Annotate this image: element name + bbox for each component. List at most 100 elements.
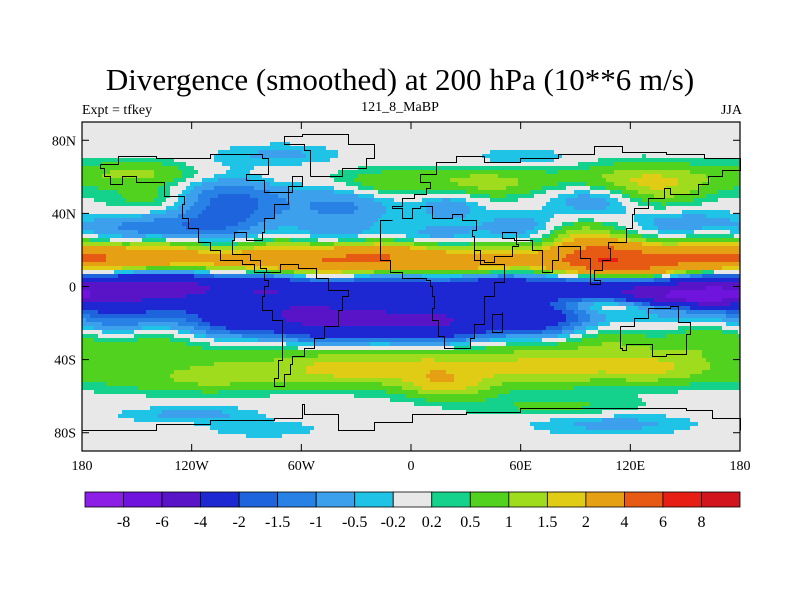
field-cell-511 — [146, 134, 151, 139]
field-cell-287 — [570, 126, 575, 131]
field-cell-309 — [658, 126, 663, 131]
field-cell-1401 — [406, 154, 411, 159]
field-cell-3541 — [386, 206, 391, 211]
field-cell-4874 — [438, 238, 443, 243]
field-cell-612 — [550, 134, 555, 139]
field-cell-3114 — [658, 194, 663, 199]
field-cell-563 — [354, 134, 359, 139]
field-cell-4020 — [322, 218, 327, 223]
field-cell-4858 — [374, 238, 379, 243]
field-cell-1385 — [342, 154, 347, 159]
field-cell-1309 — [698, 150, 703, 155]
field-cell-1195 — [242, 150, 247, 155]
field-cell-1092 — [490, 146, 495, 151]
field-cell-4700 — [402, 234, 407, 239]
field-cell-4220 — [462, 222, 467, 227]
field-cell-3024 — [298, 194, 303, 199]
field-cell-795 — [622, 138, 627, 143]
field-cell-3659 — [198, 210, 203, 215]
field-cell-4272 — [670, 222, 675, 227]
field-cell-2296 — [686, 174, 691, 179]
field-cell-1354 — [218, 154, 223, 159]
field-cell-1587 — [490, 158, 495, 163]
field-cell-965 — [642, 142, 647, 147]
field-cell-3760 — [602, 210, 607, 215]
field-cell-3904 — [518, 214, 523, 219]
field-cell-4351 — [326, 226, 331, 231]
field-cell-4361 — [366, 226, 371, 231]
field-cell-4264 — [638, 222, 643, 227]
field-cell-13 — [134, 122, 139, 127]
field-cell-2663 — [174, 186, 179, 191]
field-cell-2743 — [494, 186, 499, 191]
field-cell-861 — [226, 142, 231, 147]
field-cell-4527 — [370, 230, 375, 235]
field-cell-2444 — [618, 178, 623, 183]
field-cell-3286 — [686, 198, 691, 203]
field-cell-4526 — [366, 230, 371, 235]
field-cell-2561 — [426, 182, 431, 187]
field-cell-2213 — [354, 174, 359, 179]
field-cell-4013 — [294, 218, 299, 223]
field-cell-4448 — [714, 226, 719, 231]
field-cell-1156 — [86, 150, 91, 155]
field-cell-2497 — [170, 182, 175, 187]
field-cell-1488 — [94, 158, 99, 163]
field-cell-177 — [130, 126, 135, 131]
field-cell-2818 — [134, 190, 139, 195]
field-cell-774 — [538, 138, 543, 143]
field-cell-671 — [126, 138, 131, 143]
field-cell-4161 — [226, 222, 231, 227]
field-cell-1487 — [90, 158, 95, 163]
field-cell-3205 — [362, 198, 367, 203]
field-cell-4661 — [246, 234, 251, 239]
field-cell-4900 — [542, 238, 547, 243]
field-cell-485 — [702, 130, 707, 135]
field-cell-4269 — [658, 222, 663, 227]
field-cell-4192 — [350, 222, 355, 227]
field-cell-4418 — [594, 226, 599, 231]
field-cell-2405 — [462, 178, 467, 183]
field-cell-716 — [306, 138, 311, 143]
field-cell-1231 — [386, 150, 391, 155]
field-cell-518 — [174, 134, 179, 139]
field-cell-2827 — [170, 190, 175, 195]
field-cell-2496 — [166, 182, 171, 187]
field-cell-3153 — [154, 198, 159, 203]
field-cell-2285 — [642, 174, 647, 179]
field-cell-3921 — [586, 214, 591, 219]
field-cell-3523 — [314, 206, 319, 211]
field-cell-475 — [662, 130, 667, 135]
field-cell-4298 — [114, 226, 119, 231]
field-cell-4414 — [578, 226, 583, 231]
field-cell-4556 — [486, 230, 491, 235]
field-cell-71 — [366, 122, 371, 127]
field-cell-3915 — [562, 214, 567, 219]
field-cell-269 — [498, 126, 503, 131]
field-cell-1786 — [626, 162, 631, 167]
field-cell-1708 — [314, 162, 319, 167]
field-cell-845 — [162, 142, 167, 147]
field-cell-938 — [534, 142, 539, 147]
field-cell-626 — [606, 134, 611, 139]
field-cell-2346 — [226, 178, 231, 183]
field-cell-3896 — [486, 214, 491, 219]
field-cell-4420 — [602, 226, 607, 231]
field-cell-3098 — [594, 194, 599, 199]
field-cell-3872 — [390, 214, 395, 219]
field-cell-4424 — [618, 226, 623, 231]
field-cell-1988 — [114, 170, 119, 175]
field-cell-4138 — [134, 222, 139, 227]
field-cell-112 — [530, 122, 535, 127]
field-cell-1681 — [206, 162, 211, 167]
field-cell-3761 — [606, 210, 611, 215]
field-cell-4638 — [154, 234, 159, 239]
field-cell-1000 — [122, 146, 127, 151]
field-cell-2428 — [554, 178, 559, 183]
field-cell-3557 — [450, 206, 455, 211]
field-cell-1774 — [578, 162, 583, 167]
field-cell-4489 — [218, 230, 223, 235]
field-cell-1459 — [638, 154, 643, 159]
field-cell-4267 — [650, 222, 655, 227]
field-cell-4139 — [138, 222, 143, 227]
